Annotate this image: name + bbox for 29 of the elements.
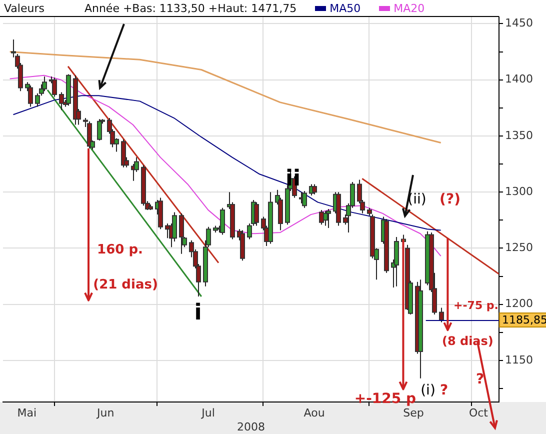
annotation: (i) — [420, 382, 436, 399]
x-tick-label: Sep — [403, 406, 424, 420]
y-tick-label: 1400 — [505, 72, 533, 86]
annotation: ? — [476, 372, 484, 388]
y-tick-label: 1350 — [505, 128, 533, 142]
x-tick-label: Oct — [468, 406, 489, 420]
y-tick-label: 1450 — [505, 16, 533, 30]
y-tick-label: 1250 — [505, 241, 533, 254]
annotation: ? — [440, 382, 448, 399]
legend-title: Valeurs — [4, 2, 44, 14]
y-tick-label: 1200 — [505, 297, 533, 310]
legend-label: MA20 — [392, 2, 425, 14]
x-tick-label: Jul — [200, 406, 215, 420]
annotation: (?) — [440, 192, 460, 208]
x-tick-label: Aou — [304, 406, 325, 420]
x-tick-label: Jun — [96, 406, 114, 420]
x-axis-title: 2008 — [237, 420, 265, 434]
y-tick-label: 1300 — [505, 184, 533, 198]
annotation: (ii) — [408, 192, 426, 208]
x-tick-label: Mai — [17, 406, 37, 420]
annotation: 160 p. — [97, 242, 143, 258]
legend-label: MA50 — [328, 2, 361, 14]
annotation: (8 dias) — [442, 334, 494, 348]
annotation: +-75 p. — [454, 298, 498, 312]
y-tick-label: 1150 — [505, 353, 533, 366]
annotation: i — [194, 300, 202, 326]
annotation: ii — [285, 166, 301, 192]
annotation: (21 dias) — [93, 278, 158, 293]
chart-subtitle: Année +Bas: 1133,50 +Haut: 1471,75 — [84, 2, 297, 14]
